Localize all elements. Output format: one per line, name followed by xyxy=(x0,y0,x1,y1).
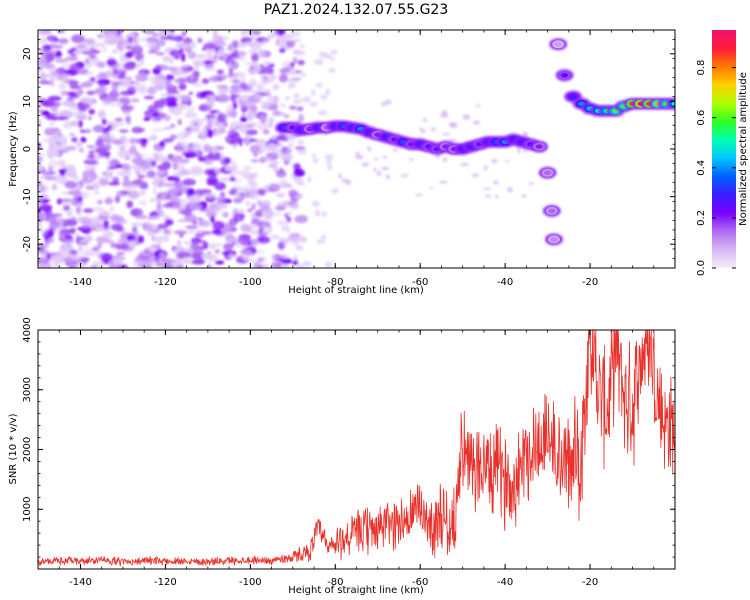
snr-y-ticks: 1000 2000 3000 4000 xyxy=(22,317,675,570)
y-tick-label: -10 xyxy=(22,188,33,204)
x-tick-label: -40 xyxy=(497,277,513,288)
colorbar-tick-label: 0.8 xyxy=(696,60,707,76)
x-tick-label: -20 xyxy=(582,277,598,288)
colorbar-tick-label: 0.2 xyxy=(696,210,707,226)
x-tick-label: -80 xyxy=(327,577,343,588)
x-tick-label: -140 xyxy=(69,277,92,288)
x-tick-label: -60 xyxy=(412,277,428,288)
snr-series-line xyxy=(38,330,675,567)
y-tick-label: 10 xyxy=(22,95,33,108)
x-tick-label: -120 xyxy=(154,577,177,588)
colorbar-gradient xyxy=(712,30,736,268)
colorbar-ticks: 0.0 0.2 0.4 0.6 0.8 xyxy=(696,60,736,276)
colorbar-tick-label: 0.0 xyxy=(696,260,707,276)
snr-x-ticks: -140 -120 -100 -80 -60 -40 -20 xyxy=(37,330,676,588)
snr-ylabel: SNR (10 * v/v) xyxy=(8,413,19,484)
spectrogram-ridge xyxy=(275,38,675,246)
y-tick-label: 20 xyxy=(22,47,33,60)
snr-panel: -140 -120 -100 -80 -60 -40 -20 1000 2000 3000 400… xyxy=(8,317,676,596)
y-tick-label: 2000 xyxy=(22,437,33,462)
x-tick-label: -100 xyxy=(239,277,262,288)
x-tick-label: -20 xyxy=(582,577,598,588)
x-tick-label: -140 xyxy=(69,577,92,588)
colorbar: 0.0 0.2 0.4 0.6 0.8 Normalized spectral ampl… xyxy=(696,30,749,276)
x-tick-label: -120 xyxy=(154,277,177,288)
spectrogram-ylabel: Frequency (Hz) xyxy=(8,111,19,187)
spectrogram-x-ticks: -140 -120 -100 -80 -60 -40 -20 xyxy=(37,30,676,288)
spectrogram-noise xyxy=(38,30,534,268)
y-tick-label: 3000 xyxy=(22,377,33,402)
y-tick-label: 4000 xyxy=(22,317,33,342)
snr-xlabel: Height of straight line (km) xyxy=(288,585,424,596)
x-tick-label: -100 xyxy=(239,577,262,588)
colorbar-tick-label: 0.6 xyxy=(696,110,707,126)
y-tick-label: -20 xyxy=(22,236,33,252)
x-tick-label: -60 xyxy=(412,577,428,588)
x-tick-label: -40 xyxy=(497,577,513,588)
colorbar-tick-label: 0.4 xyxy=(696,160,707,176)
figure-title: PAZ1.2024.132.07.55.G23 xyxy=(264,2,449,18)
spectrogram-y-ticks: -20 -10 0 10 20 xyxy=(22,29,675,269)
x-tick-label: -80 xyxy=(327,277,343,288)
spectrogram-image xyxy=(38,30,675,268)
colorbar-label: Normalized spectral amplitude xyxy=(738,72,749,226)
y-tick-label: 0 xyxy=(22,146,33,152)
y-tick-label: 1000 xyxy=(22,497,33,522)
spectrogram-xlabel: Height of straight line (km) xyxy=(288,285,424,296)
